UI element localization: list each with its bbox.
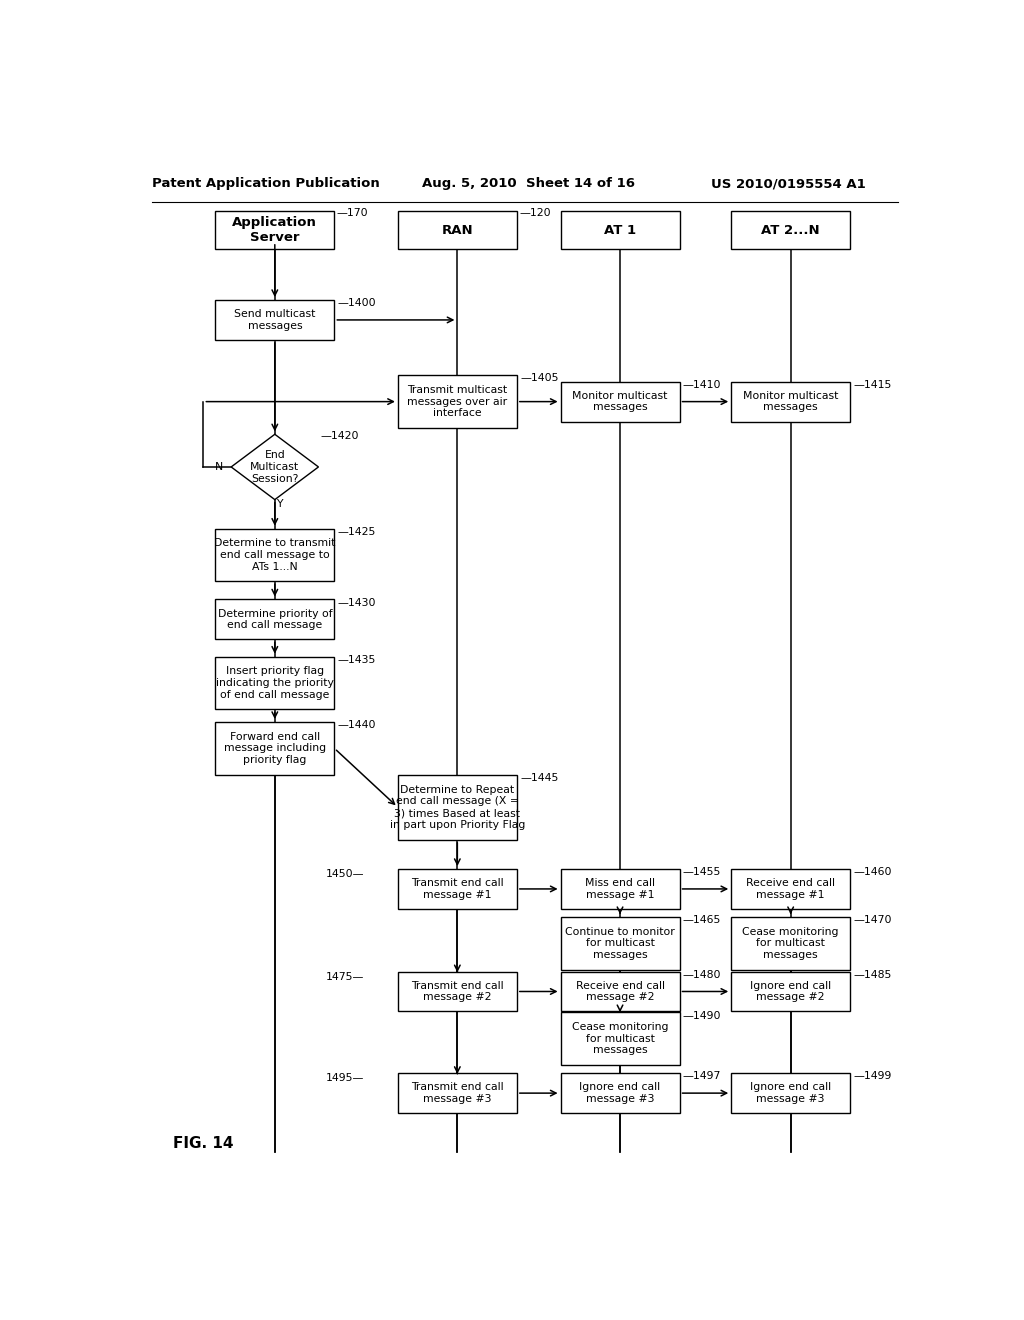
Text: Transmit multicast
messages over air
interface: Transmit multicast messages over air int… [408,385,508,418]
Text: —170: —170 [337,209,369,218]
Text: Determine to transmit
end call message to
ATs 1...N: Determine to transmit end call message t… [214,539,336,572]
Text: —1455: —1455 [683,867,721,878]
Polygon shape [231,434,318,500]
Text: Patent Application Publication: Patent Application Publication [152,177,380,190]
Text: —1440: —1440 [338,721,376,730]
FancyBboxPatch shape [215,599,334,639]
FancyBboxPatch shape [560,211,680,249]
FancyBboxPatch shape [560,1012,680,1065]
Text: Transmit end call
message #2: Transmit end call message #2 [411,981,504,1002]
FancyBboxPatch shape [397,775,517,840]
Text: —120: —120 [519,209,551,218]
FancyBboxPatch shape [560,917,680,970]
Text: —1400: —1400 [338,298,376,308]
Text: —1410: —1410 [683,380,721,389]
FancyBboxPatch shape [397,375,517,428]
Text: US 2010/0195554 A1: US 2010/0195554 A1 [712,177,866,190]
Text: Insert priority flag
indicating the priority
of end call message: Insert priority flag indicating the prio… [216,667,334,700]
Text: —1430: —1430 [338,598,376,607]
FancyBboxPatch shape [397,1073,517,1113]
FancyBboxPatch shape [731,972,850,1011]
Text: —1470: —1470 [853,915,892,925]
Text: Ignore end call
message #2: Ignore end call message #2 [751,981,831,1002]
Text: Determine priority of
end call message: Determine priority of end call message [217,609,332,630]
Text: Forward end call
message including
priority flag: Forward end call message including prior… [224,731,326,764]
Text: —1420: —1420 [321,430,359,441]
Text: Continue to monitor
for multicast
messages: Continue to monitor for multicast messag… [565,927,675,960]
Text: Determine to Repeat
end call message (X =
3) times Based at least
in part upon P: Determine to Repeat end call message (X … [390,785,525,830]
Text: 1495—: 1495— [326,1073,365,1084]
Text: —1485: —1485 [853,970,892,979]
Text: —1415: —1415 [853,380,892,389]
Text: Y: Y [276,499,283,508]
FancyBboxPatch shape [731,917,850,970]
FancyBboxPatch shape [560,972,680,1011]
Text: End
Multicast
Session?: End Multicast Session? [250,450,299,483]
Text: Transmit end call
message #3: Transmit end call message #3 [411,1082,504,1104]
FancyBboxPatch shape [731,869,850,909]
Text: —1435: —1435 [338,655,376,665]
FancyBboxPatch shape [215,211,334,249]
Text: Application
Server: Application Server [232,216,317,244]
Text: 1450—: 1450— [326,869,365,879]
FancyBboxPatch shape [397,211,517,249]
FancyBboxPatch shape [731,381,850,421]
FancyBboxPatch shape [215,300,334,341]
Text: 1475—: 1475— [326,972,365,982]
Text: Cease monitoring
for multicast
messages: Cease monitoring for multicast messages [742,927,839,960]
FancyBboxPatch shape [560,1073,680,1113]
Text: Ignore end call
message #3: Ignore end call message #3 [580,1082,660,1104]
Text: —1405: —1405 [520,374,558,384]
Text: AT 2...N: AT 2...N [761,223,820,236]
Text: —1497: —1497 [683,1072,721,1081]
FancyBboxPatch shape [215,528,334,581]
Text: —1465: —1465 [683,915,721,925]
FancyBboxPatch shape [215,722,334,775]
Text: RAN: RAN [441,223,473,236]
Text: N: N [215,462,223,473]
Text: —1499: —1499 [853,1072,892,1081]
FancyBboxPatch shape [560,869,680,909]
FancyBboxPatch shape [731,211,850,249]
Text: Aug. 5, 2010: Aug. 5, 2010 [422,177,516,190]
Text: Miss end call
message #1: Miss end call message #1 [585,878,655,900]
Text: —1445: —1445 [520,772,558,783]
Text: AT 1: AT 1 [604,223,636,236]
Text: Ignore end call
message #3: Ignore end call message #3 [751,1082,831,1104]
Text: Send multicast
messages: Send multicast messages [234,309,315,331]
Text: Cease monitoring
for multicast
messages: Cease monitoring for multicast messages [571,1022,669,1055]
FancyBboxPatch shape [215,656,334,709]
Text: Monitor multicast
messages: Monitor multicast messages [572,391,668,412]
FancyBboxPatch shape [397,869,517,909]
Text: Receive end call
message #2: Receive end call message #2 [575,981,665,1002]
FancyBboxPatch shape [397,972,517,1011]
FancyBboxPatch shape [731,1073,850,1113]
Text: FIG. 14: FIG. 14 [173,1135,233,1151]
Text: Monitor multicast
messages: Monitor multicast messages [743,391,839,412]
Text: —1460: —1460 [853,867,892,878]
Text: Transmit end call
message #1: Transmit end call message #1 [411,878,504,900]
Text: —1480: —1480 [683,970,721,979]
Text: Receive end call
message #1: Receive end call message #1 [746,878,836,900]
Text: —1425: —1425 [338,527,376,537]
Text: —1490: —1490 [683,1011,721,1020]
FancyBboxPatch shape [560,381,680,421]
Text: Sheet 14 of 16: Sheet 14 of 16 [526,177,635,190]
